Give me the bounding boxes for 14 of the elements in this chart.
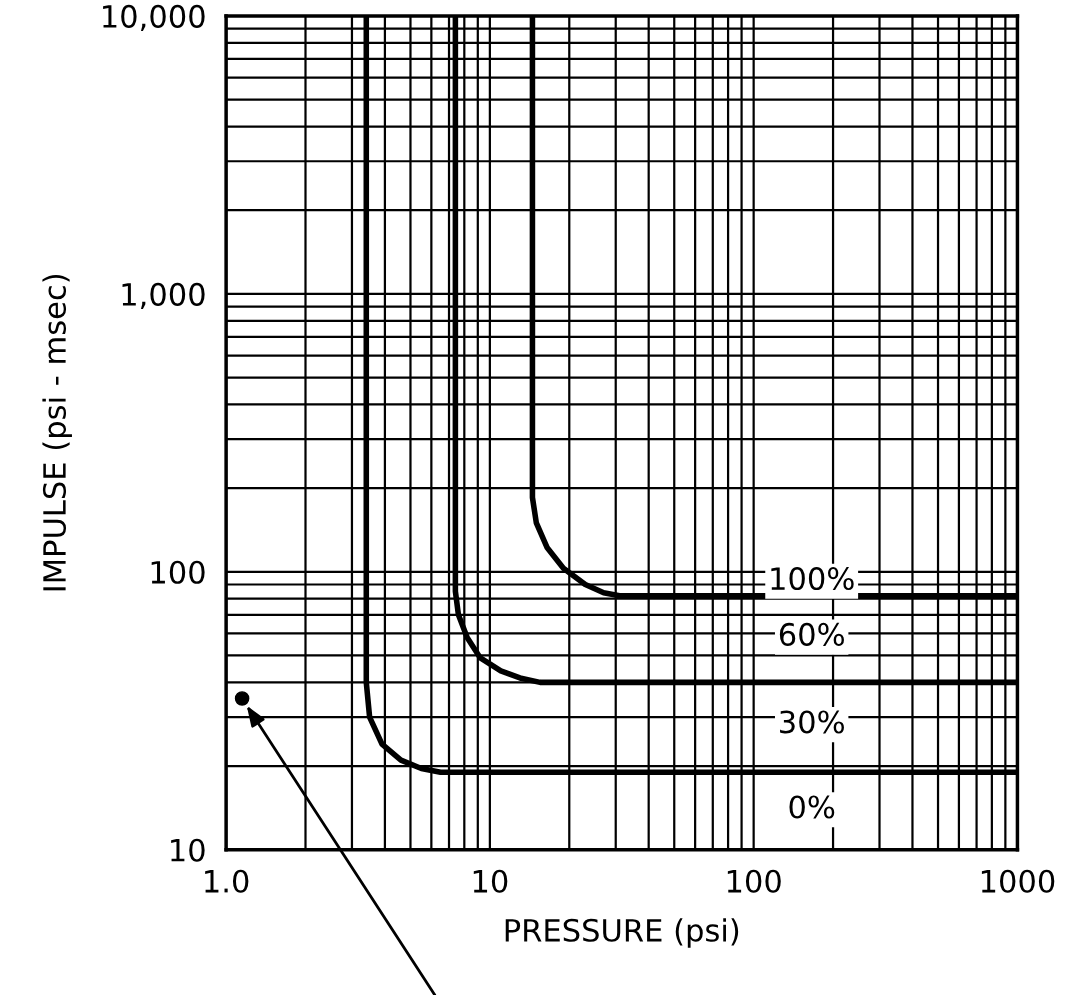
x-tick-label: 1000 bbox=[981, 869, 1055, 893]
x-axis-title: PRESSURE (psi) bbox=[505, 918, 739, 948]
x-tick-label: 100 bbox=[727, 869, 781, 893]
y-tick-label: 10,000 bbox=[103, 4, 205, 32]
annotation: 100% bbox=[771, 567, 854, 591]
y-axis-title: IMPULSE (psi - msec) bbox=[42, 274, 72, 591]
x-tick-label: 10 bbox=[473, 869, 508, 893]
x-tick-label: 1.0 bbox=[205, 869, 249, 893]
annotation: 60% bbox=[779, 622, 844, 646]
annotation: 0% bbox=[789, 795, 835, 819]
y-tick-label: 10 bbox=[171, 838, 205, 862]
y-tick-label: 100 bbox=[151, 560, 205, 584]
y-tick-label: 1,000 bbox=[122, 282, 205, 310]
annotation: 30% bbox=[780, 710, 844, 734]
